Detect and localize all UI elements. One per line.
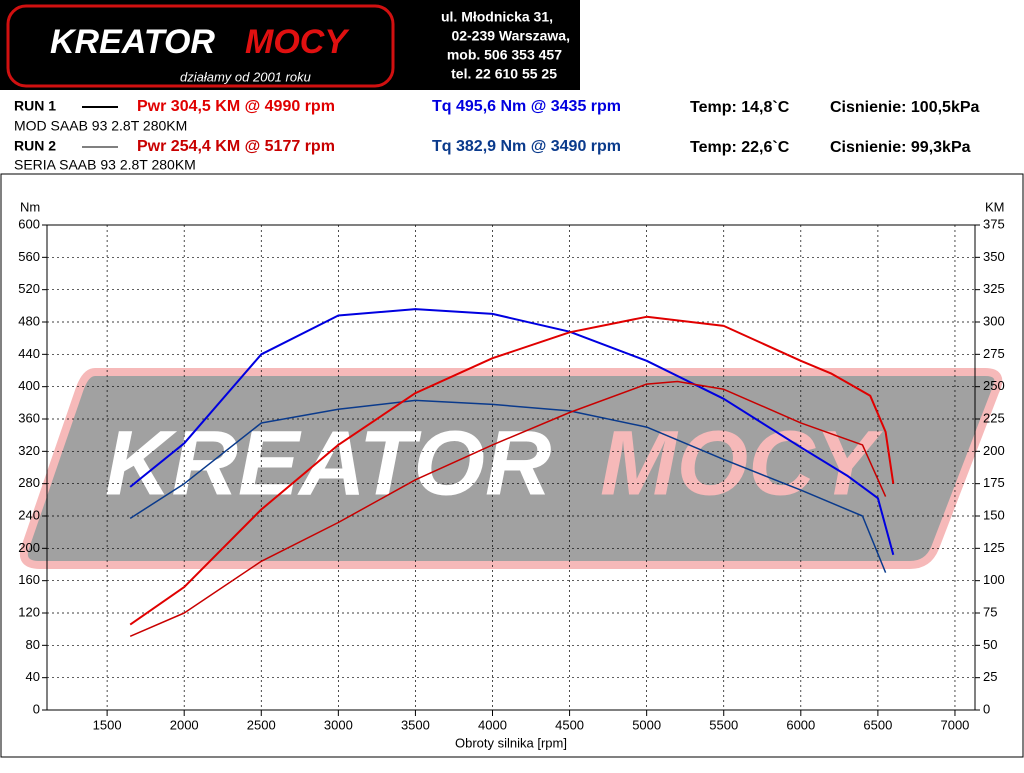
- watermark-shape: [19, 368, 1003, 569]
- y2-tick-label: 350: [983, 249, 1005, 264]
- y2-tick-label: 50: [983, 637, 997, 652]
- chart-frame: [0, 173, 1024, 758]
- logo-frame: [6, 4, 395, 88]
- x-tick-label: 6500: [863, 717, 892, 732]
- x-tick-label: 1500: [93, 717, 122, 732]
- y2-axis-title: KM: [985, 199, 1005, 214]
- x-tick-label: 6000: [786, 717, 815, 732]
- x-tick-label: 7000: [940, 717, 969, 732]
- run-pressure: Cisnienie: 100,5kPa: [830, 99, 980, 116]
- y2-tick-label: 125: [983, 540, 1005, 555]
- run-tq: Tq 495,6 Nm @ 3435 rpm: [432, 98, 621, 115]
- x-tick-label: 4000: [478, 717, 507, 732]
- y-tick-label: 560: [18, 249, 40, 264]
- y-tick-label: 360: [18, 410, 40, 425]
- address-line: 02-239 Warszawa,: [451, 28, 570, 44]
- series-line: [129, 380, 887, 637]
- run-tq: Tq 382,9 Nm @ 3490 rpm: [432, 138, 621, 155]
- y-tick-label: 80: [26, 637, 40, 652]
- x-tick-label: 2000: [170, 717, 199, 732]
- y-tick-label: 480: [18, 313, 40, 328]
- run-temp: Temp: 14,8`C: [690, 99, 790, 116]
- x-tick-label: 5500: [709, 717, 738, 732]
- run-pressure: Cisnienie: 99,3kPa: [830, 139, 971, 156]
- address-line: ul. Młodnicka 31,: [441, 9, 553, 25]
- y-tick-label: 0: [33, 701, 40, 716]
- watermark: KREATOR MOCY: [19, 368, 1003, 569]
- y-tick-label: 200: [18, 540, 40, 555]
- x-axis-title: Obroty silnika [rpm]: [455, 735, 567, 750]
- x-tick-label: 3000: [324, 717, 353, 732]
- y-tick-label: 160: [18, 572, 40, 587]
- run-car: SERIA SAAB 93 2.8T 280KM: [14, 157, 196, 173]
- logo-right: MOCY: [245, 23, 350, 61]
- y2-tick-label: 25: [983, 669, 997, 684]
- y2-tick-label: 275: [983, 346, 1005, 361]
- y2-tick-label: 250: [983, 378, 1005, 393]
- x-tick-label: 4500: [555, 717, 584, 732]
- y-tick-label: 320: [18, 443, 40, 458]
- y2-tick-label: 300: [983, 313, 1005, 328]
- run-temp: Temp: 22,6`C: [690, 139, 790, 156]
- logo-left: KREATOR: [50, 23, 215, 61]
- y2-tick-label: 100: [983, 572, 1005, 587]
- y-tick-label: 40: [26, 669, 40, 684]
- y-tick-label: 600: [18, 216, 40, 231]
- y2-tick-label: 225: [983, 410, 1005, 425]
- y-tick-label: 520: [18, 281, 40, 296]
- y2-tick-label: 325: [983, 281, 1005, 296]
- y2-tick-label: 200: [983, 443, 1005, 458]
- address-line: tel. 22 610 55 25: [451, 66, 557, 82]
- y2-tick-label: 75: [983, 604, 997, 619]
- y2-tick-label: 175: [983, 475, 1005, 490]
- run-pwr: Pwr 254,4 KM @ 5177 rpm: [137, 138, 335, 155]
- y-tick-label: 400: [18, 378, 40, 393]
- address-line: mob. 506 353 457: [447, 47, 562, 63]
- plot-area: [46, 224, 976, 711]
- x-tick-label: 5000: [632, 717, 661, 732]
- run-label: RUN 1: [14, 98, 56, 114]
- run-label: RUN 2: [14, 138, 56, 154]
- y-axis-title: Nm: [20, 199, 40, 214]
- x-tick-label: 2500: [247, 717, 276, 732]
- watermark-right: MOCY: [600, 412, 884, 514]
- series-line: [129, 399, 887, 573]
- watermark-left: KREATOR: [105, 412, 551, 514]
- y-tick-label: 440: [18, 346, 40, 361]
- y2-tick-label: 0: [983, 701, 990, 716]
- run-car: MOD SAAB 93 2.8T 280KM: [14, 118, 187, 134]
- series-line: [129, 315, 895, 626]
- y-tick-label: 120: [18, 604, 40, 619]
- y2-tick-label: 150: [983, 507, 1005, 522]
- x-tick-label: 3500: [401, 717, 430, 732]
- y-tick-label: 280: [18, 475, 40, 490]
- y2-tick-label: 375: [983, 216, 1005, 231]
- y-tick-label: 240: [18, 507, 40, 522]
- slogan: działamy od 2001 roku: [180, 69, 311, 84]
- run-pwr: Pwr 304,5 KM @ 4990 rpm: [137, 98, 335, 115]
